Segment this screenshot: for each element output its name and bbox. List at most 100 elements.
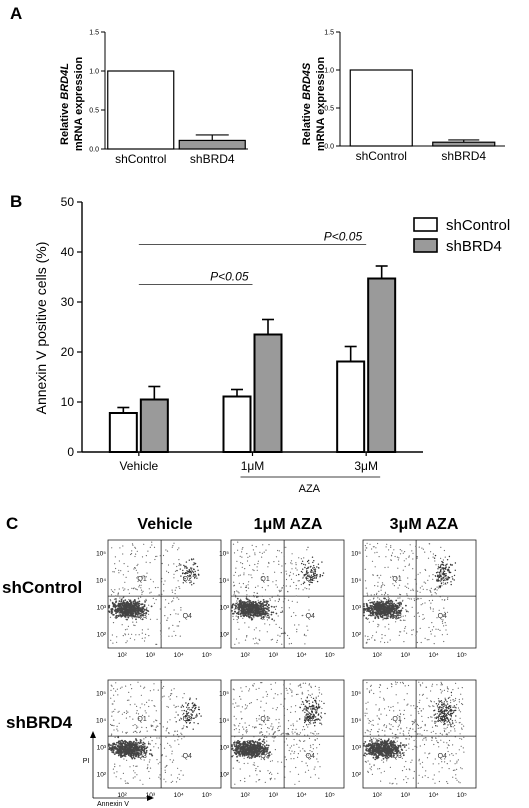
flow-dot <box>128 691 130 693</box>
flow-dot <box>181 704 184 706</box>
flow-dot <box>391 741 393 744</box>
flow-dot <box>139 739 142 741</box>
flow-dot <box>142 750 145 752</box>
brd4s-category-label: shControl <box>356 149 407 163</box>
flow-dot <box>444 622 446 624</box>
flow-dot <box>183 716 185 718</box>
brd4l-ylabel-line2: mRNA expression <box>73 57 85 152</box>
flow-plot-shbrd4-0-x-tick-label: 10² <box>117 792 127 799</box>
flow-dot <box>239 780 242 782</box>
flow-dot <box>398 575 400 577</box>
flow-dot <box>364 608 367 610</box>
flow-dot <box>167 571 170 574</box>
flow-dot <box>143 687 145 689</box>
flow-dot <box>300 558 302 560</box>
flow-dot <box>128 610 131 612</box>
flow-dot <box>123 711 125 714</box>
flow-dot <box>433 557 436 559</box>
flow-dot <box>129 600 131 603</box>
flow-dot <box>314 730 316 732</box>
flow-dot <box>119 687 122 689</box>
flow-dot <box>438 609 440 611</box>
flow-dot <box>246 756 249 759</box>
flow-dot <box>245 597 248 600</box>
flow-dot <box>308 717 311 720</box>
flow-dot <box>398 557 400 559</box>
flow-dot <box>127 625 129 627</box>
flow-dot <box>180 575 182 577</box>
flow-dot <box>443 573 446 575</box>
flow-dot <box>291 750 293 752</box>
flow-dot <box>308 584 311 586</box>
flow-dot <box>404 619 406 621</box>
flow-dot <box>178 625 180 627</box>
flow-dot <box>171 753 173 755</box>
flow-dot <box>367 614 370 617</box>
flow-dot <box>316 718 318 720</box>
flow-dot <box>273 697 275 699</box>
flow-plot-shcontrol-2-x-tick-label: 10⁴ <box>429 652 439 659</box>
brd4l-category-label: shBRD4 <box>190 152 235 166</box>
flow-dot <box>189 709 191 711</box>
flow-dot <box>257 615 259 618</box>
flow-dot <box>384 566 386 569</box>
flow-dot <box>393 549 395 551</box>
flow-dot <box>439 574 441 577</box>
flow-dot <box>234 752 237 755</box>
flow-dot <box>231 610 233 612</box>
flow-dot <box>119 747 122 750</box>
flow-dot <box>415 575 417 577</box>
flow-dot <box>257 585 259 587</box>
flow-dot <box>436 589 438 591</box>
flow-dot <box>141 556 144 558</box>
flow-dot <box>288 749 290 752</box>
flow-dot <box>234 607 237 609</box>
flow-dot <box>364 635 366 637</box>
flow-dot <box>166 550 169 552</box>
flow-dot <box>290 562 292 564</box>
flow-dot <box>316 575 318 577</box>
flow-dot <box>423 617 425 619</box>
flow-dot <box>255 718 258 720</box>
flow-dot <box>390 606 392 608</box>
flow-dot <box>262 738 265 741</box>
flow-dot <box>173 577 175 579</box>
flow-plot-shbrd4-1-quadrant-label: Q2 <box>306 716 315 723</box>
flow-dot <box>251 741 253 743</box>
flow-dot <box>376 551 378 553</box>
flow-dot <box>366 618 368 620</box>
flow-dot <box>372 620 374 622</box>
flow-dot <box>300 703 302 705</box>
flow-plot-shbrd4-1-quadrant-label: Q1 <box>260 716 269 723</box>
flow-dot <box>311 579 314 581</box>
flow-dot <box>164 771 166 773</box>
flow-dot <box>265 744 268 747</box>
flow-dot <box>292 573 294 575</box>
flow-dot <box>310 746 312 748</box>
flow-dot <box>154 587 157 589</box>
flow-dot <box>124 740 126 742</box>
flow-dot <box>133 587 135 589</box>
flow-dot <box>121 613 124 616</box>
flow-dot <box>245 747 247 749</box>
flow-dot <box>143 605 146 608</box>
annexin-category-label: 1μM <box>241 459 265 473</box>
flow-dot <box>235 615 237 617</box>
flow-dot <box>136 725 138 727</box>
flow-dot <box>258 723 260 725</box>
flow-dot <box>183 725 185 727</box>
flow-dot <box>176 625 178 627</box>
flow-plot-shcontrol-1-x-tick-label: 10⁴ <box>297 652 307 659</box>
flow-dot <box>399 751 401 754</box>
flow-dot <box>177 613 179 615</box>
flow-dot <box>291 568 293 570</box>
flow-dot <box>275 556 278 558</box>
flow-dot <box>123 563 125 565</box>
flow-dot <box>383 584 386 586</box>
flow-dot <box>436 575 439 578</box>
flow-dot <box>245 596 248 598</box>
flow-dot <box>404 627 406 629</box>
flow-dot <box>135 621 138 623</box>
flow-dot <box>160 699 162 701</box>
flow-dot <box>248 724 250 726</box>
